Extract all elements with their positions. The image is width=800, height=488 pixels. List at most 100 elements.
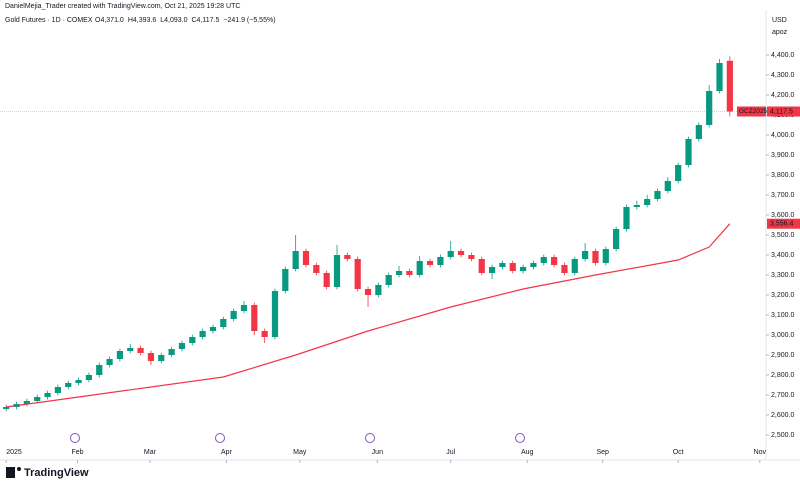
candle-body bbox=[592, 251, 599, 263]
y-tick-label: 3,400.0 bbox=[771, 252, 794, 259]
ma-badge bbox=[767, 218, 800, 229]
candle-body bbox=[582, 251, 589, 259]
event-icons bbox=[70, 433, 525, 443]
candle-body bbox=[457, 251, 465, 255]
y-tick-label: 4,300.0 bbox=[771, 72, 794, 79]
candle-body bbox=[199, 331, 206, 337]
y-tick-label: 3,800.0 bbox=[771, 172, 794, 179]
candle-body bbox=[395, 271, 403, 275]
candle-body bbox=[75, 380, 82, 383]
candle-body bbox=[344, 255, 351, 259]
y-tick-label: 3,300.0 bbox=[771, 272, 794, 279]
candle-body bbox=[644, 199, 651, 205]
ohlc-value: L4,093.0 bbox=[160, 17, 187, 24]
candle-body bbox=[706, 91, 713, 125]
candle-body bbox=[675, 165, 682, 181]
y-tick-label: 2,600.0 bbox=[771, 412, 794, 419]
y-tick-label: 3,500.0 bbox=[771, 232, 794, 239]
candle-body bbox=[695, 125, 702, 139]
logo: TradingView bbox=[6, 467, 89, 479]
moving-average bbox=[6, 223, 731, 408]
candle-body bbox=[34, 397, 41, 401]
candle-body bbox=[178, 343, 186, 349]
y-tick-label: 3,700.0 bbox=[771, 192, 794, 199]
x-tick-label: May bbox=[293, 449, 307, 456]
candle-body bbox=[571, 259, 578, 273]
candle-body bbox=[333, 255, 341, 287]
y-tick-label: 2,700.0 bbox=[771, 392, 794, 399]
candle-body bbox=[364, 289, 372, 295]
candle-body bbox=[251, 305, 258, 331]
x-tick-label: Jul bbox=[446, 449, 455, 456]
y-tick-label: 3,200.0 bbox=[771, 292, 794, 299]
event-icon bbox=[70, 433, 80, 443]
candle-body bbox=[189, 337, 196, 343]
candle-body bbox=[447, 251, 454, 257]
x-tick-label: Aug bbox=[521, 449, 534, 456]
ohlc-value: H4,393.6 bbox=[128, 17, 157, 24]
logo-mark bbox=[17, 467, 21, 471]
event-icon bbox=[365, 433, 375, 443]
candle-body bbox=[716, 63, 723, 91]
x-tick-label: Oct bbox=[673, 449, 684, 456]
candle-body bbox=[158, 355, 165, 361]
caption: DanielMejia_Trader created with TradingV… bbox=[5, 3, 240, 10]
candle-body bbox=[519, 267, 527, 271]
y-tick-label: 4,000.0 bbox=[771, 132, 794, 139]
ma-label: 3,556.4 bbox=[770, 221, 793, 228]
event-icon bbox=[215, 433, 225, 443]
x-tick-label: Nov bbox=[754, 449, 767, 456]
y-tick-label: 2,900.0 bbox=[771, 352, 794, 359]
ticker-label: GCZ2025 bbox=[739, 108, 768, 115]
candle-body bbox=[437, 257, 444, 265]
candle-body bbox=[137, 348, 144, 353]
candle-body bbox=[116, 351, 124, 359]
candle-body bbox=[530, 263, 537, 267]
candle-body bbox=[85, 375, 93, 380]
candle-body bbox=[726, 60, 733, 112]
y-tick-label: 3,000.0 bbox=[771, 332, 794, 339]
candle-body bbox=[385, 275, 392, 285]
x-tick-label: Feb bbox=[72, 449, 84, 456]
candle-body bbox=[685, 139, 692, 165]
brand: TradingView bbox=[24, 467, 89, 479]
x-tick-label: Apr bbox=[221, 449, 233, 456]
candle-body bbox=[3, 407, 10, 409]
candle-body bbox=[488, 267, 496, 273]
candle-body bbox=[220, 319, 227, 327]
candle-body bbox=[302, 251, 310, 265]
candle-body bbox=[96, 365, 103, 375]
x-tick-label: 2025 bbox=[6, 449, 22, 456]
candle-body bbox=[65, 383, 72, 387]
candle-body bbox=[230, 311, 237, 319]
candle-body bbox=[468, 255, 475, 259]
currency: USD bbox=[772, 17, 787, 24]
unit-label: apoz bbox=[772, 29, 788, 36]
candle-body bbox=[406, 271, 413, 275]
candle-body bbox=[613, 229, 620, 249]
candle-body bbox=[623, 207, 630, 229]
candle-body bbox=[426, 261, 434, 265]
candle-body bbox=[168, 349, 175, 355]
y-tick-label: 4,400.0 bbox=[771, 52, 794, 59]
event-icon bbox=[515, 433, 525, 443]
ticker-badge bbox=[737, 106, 766, 117]
candle-body bbox=[282, 269, 289, 291]
x-tick-label: Jun bbox=[372, 449, 383, 456]
ohlc-value: C4,117.5 bbox=[191, 17, 219, 24]
candle-body bbox=[23, 401, 30, 404]
y-tick-label: 4,200.0 bbox=[771, 92, 794, 99]
candle-body bbox=[54, 387, 61, 393]
ohlc-value: O4,371.0 bbox=[95, 17, 124, 24]
price-badge bbox=[767, 106, 800, 117]
candle-body bbox=[478, 259, 485, 273]
y-tick-label: 2,500.0 bbox=[771, 432, 794, 439]
candle-body bbox=[106, 359, 113, 365]
symbol-title: Gold Futures · 1D · COMEX bbox=[5, 17, 93, 24]
candle-body bbox=[602, 249, 609, 263]
candle-body bbox=[561, 265, 568, 273]
candle-body bbox=[664, 181, 671, 191]
candle-body bbox=[240, 305, 248, 311]
